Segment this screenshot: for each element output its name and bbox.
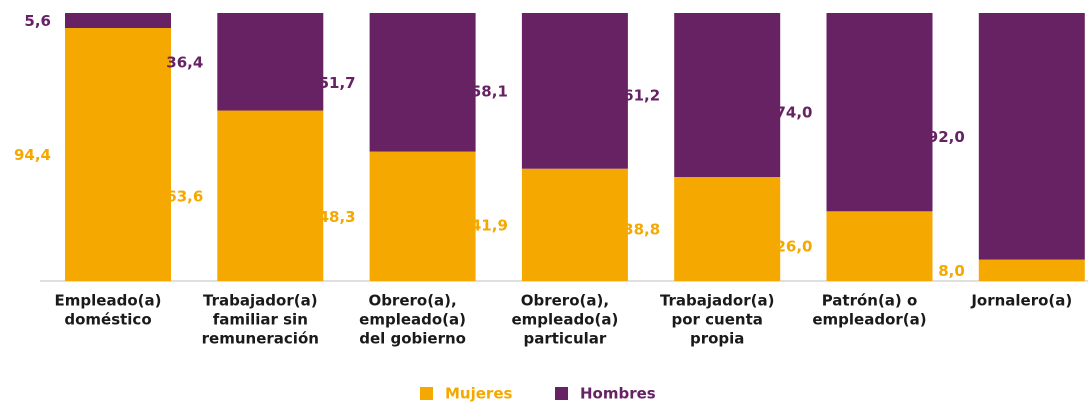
bar-segment xyxy=(521,168,628,281)
x-tick-label: familiar sin xyxy=(213,311,308,329)
bar-segment xyxy=(521,13,628,169)
value-label: 48,3 xyxy=(319,208,356,226)
x-tick-label: Trabajador(a) xyxy=(203,292,318,310)
x-tick-label: Trabajador(a) xyxy=(660,292,775,310)
value-label: 8,0 xyxy=(938,262,965,280)
bar-segment xyxy=(978,13,1085,260)
bar-segment xyxy=(65,13,171,29)
bar-segment xyxy=(978,259,1085,281)
x-tick-label: del gobierno xyxy=(359,330,466,348)
x-tick-label: empleado(a) xyxy=(359,311,466,329)
bar-segment xyxy=(65,28,171,282)
bar-segment xyxy=(369,151,476,281)
x-tick-label: empleado(a) xyxy=(511,311,618,329)
x-tick-label: remuneración xyxy=(202,330,319,348)
x-tick-label: Obrero(a), xyxy=(368,292,456,310)
value-label: 61,2 xyxy=(623,87,660,105)
x-tick-label: doméstico xyxy=(64,311,151,329)
x-tick-label: empleador(a) xyxy=(812,311,926,329)
legend-swatch xyxy=(555,387,568,400)
bar-segment xyxy=(217,110,324,281)
x-tick-label: propia xyxy=(690,330,744,348)
value-label: 92,0 xyxy=(928,128,965,146)
x-tick-label: particular xyxy=(523,330,606,348)
value-label: 58,1 xyxy=(471,82,508,100)
x-tick-label: Patrón(a) o xyxy=(822,292,918,310)
bar-segment xyxy=(369,13,476,152)
bar-segment xyxy=(217,13,324,111)
value-label: 94,4 xyxy=(14,146,51,164)
x-tick-label: Empleado(a) xyxy=(55,292,162,310)
value-label: 41,9 xyxy=(471,216,508,234)
bar-segment xyxy=(674,177,781,281)
bar-segment xyxy=(826,211,933,281)
bar-segment xyxy=(826,13,933,212)
value-label: 51,7 xyxy=(319,74,356,92)
bar-segment xyxy=(674,13,781,178)
value-label: 5,6 xyxy=(24,12,51,30)
x-tick-label: Jornalero(a) xyxy=(970,292,1072,310)
value-label: 63,6 xyxy=(166,187,203,205)
value-label: 74,0 xyxy=(775,104,812,122)
legend-swatch xyxy=(420,387,433,400)
x-tick-label: Obrero(a), xyxy=(521,292,609,310)
value-label: 26,0 xyxy=(775,238,812,256)
legend-label: Hombres xyxy=(580,385,656,403)
value-label: 38,8 xyxy=(623,221,660,239)
x-tick-label: por cuenta xyxy=(672,311,763,329)
legend-label: Mujeres xyxy=(445,385,512,403)
value-label: 36,4 xyxy=(166,53,203,71)
